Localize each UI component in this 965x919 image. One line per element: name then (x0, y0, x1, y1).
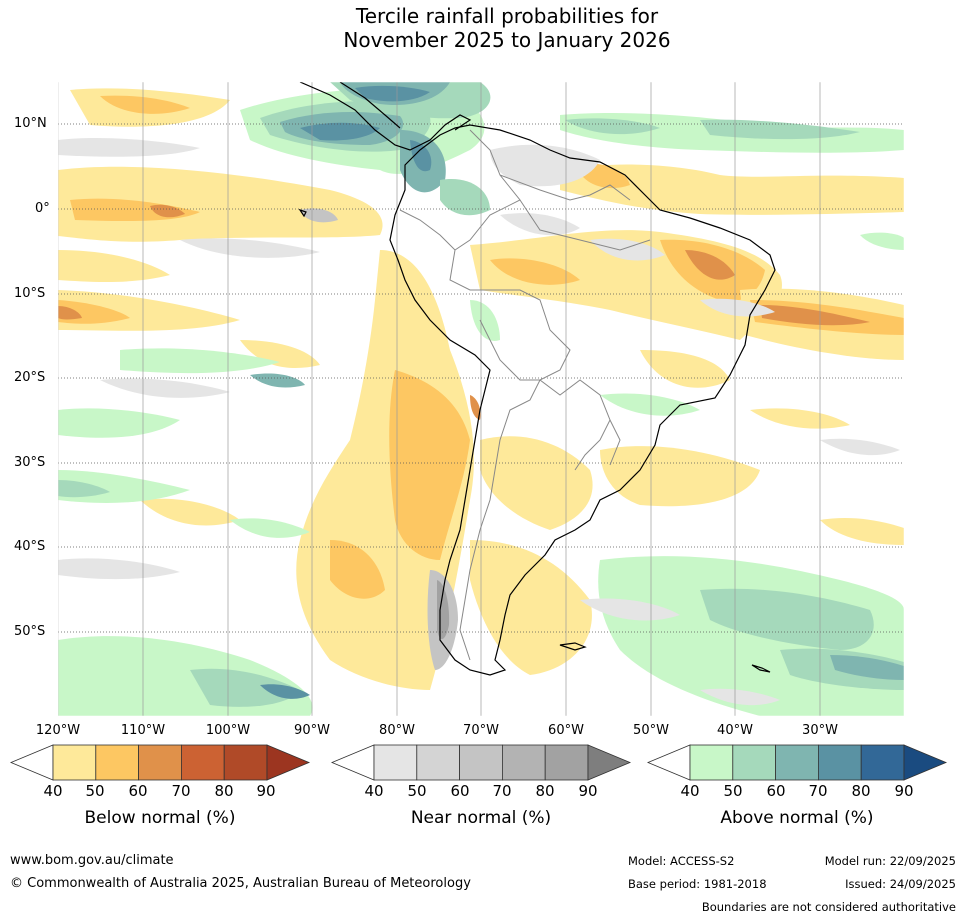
lat-label-50s: 50°S (14, 624, 46, 639)
legend-above-tick: 50 (723, 782, 743, 800)
legend-above-segment-2 (732, 744, 776, 781)
footer-base-period: Base period: 1981-2018 (628, 877, 767, 891)
legend-near-tick: 50 (407, 782, 427, 800)
footer-website: www.bom.gov.au/climate (10, 853, 174, 868)
meridians (58, 82, 821, 716)
legend-near-tick: 60 (450, 782, 470, 800)
legend-below-segment-5 (223, 744, 268, 781)
legend-near-segment-4 (501, 744, 546, 781)
footer-copyright: © Commonwealth of Australia 2025, Austra… (10, 876, 471, 891)
lon-label-110w: 110°W (120, 723, 166, 738)
legend-near-tick: 70 (492, 782, 512, 800)
lon-label-60w: 60°W (548, 723, 584, 738)
legend-near-segment-gt90 (587, 744, 632, 781)
legend-above-segment-1 (689, 744, 734, 781)
legend-below-segment-4 (180, 744, 225, 781)
legend-near-title: Near normal (%) (410, 808, 552, 828)
country-borders (399, 129, 651, 661)
legend-above-segment-4 (818, 744, 862, 781)
lon-label-30w: 30°W (802, 723, 838, 738)
lon-label-90w: 90°W (294, 723, 330, 738)
south-america-coastline (389, 124, 776, 676)
legend-bar-below (9, 744, 311, 781)
lat-label-20s: 20°S (14, 370, 46, 385)
near-normal-areas (58, 137, 900, 706)
below-normal-areas (58, 88, 904, 690)
legend-above-segment-lt40 (646, 744, 691, 781)
lat-label-40s: 40°S (14, 539, 46, 554)
legend-near-tick: 90 (578, 782, 598, 800)
legend-below-tick: 40 (43, 782, 63, 800)
legend-above-segment-gt90 (903, 744, 948, 781)
legend-above-tick: 90 (894, 782, 914, 800)
legend-below-segment-lt40 (9, 744, 54, 781)
legend-below-tick: 90 (256, 782, 276, 800)
above-normal-areas (58, 82, 904, 716)
map-frame (58, 82, 904, 716)
lat-label-10s: 10°S (14, 286, 46, 301)
legend-below-title: Below normal (%) (84, 808, 236, 828)
footer-issued: Issued: 24/09/2025 (845, 877, 956, 891)
lon-label-80w: 80°W (379, 723, 415, 738)
legend-above-title: Above normal (%) (720, 808, 874, 828)
lat-label-10n: 10°N (14, 116, 47, 131)
legend-above-segment-3 (775, 744, 819, 781)
legend-near-tick: 40 (364, 782, 384, 800)
legend-below-segment-2 (95, 744, 140, 781)
lon-label-100w: 100°W (205, 723, 251, 738)
title-line-1: Tercile rainfall probabilities for (355, 4, 659, 28)
legend-below-tick: 50 (85, 782, 105, 800)
legend-near-segment-5 (544, 744, 589, 781)
footer-model: Model: ACCESS-S2 (628, 854, 735, 868)
legend-below-segment-3 (138, 744, 182, 781)
legend-above-tick: 70 (808, 782, 828, 800)
lon-label-50w: 50°W (633, 723, 669, 738)
legend-bar-near (330, 744, 632, 781)
lon-label-40w: 40°W (717, 723, 753, 738)
central-america-coastline (299, 82, 472, 151)
legend-below-tick: 60 (128, 782, 148, 800)
legend-above-tick: 80 (851, 782, 871, 800)
legend-below-segment-gt90 (266, 744, 311, 781)
legend-above-tick: 40 (680, 782, 700, 800)
islands (298, 208, 771, 673)
chart-title: Tercile rainfall probabilities for Novem… (0, 4, 965, 52)
lat-label-30s: 30°S (14, 455, 46, 470)
footer-disclaimer: Boundaries are not considered authoritat… (701, 900, 956, 914)
legend-above-segment-5 (860, 744, 905, 781)
footer-model-run: Model run: 22/09/2025 (824, 854, 956, 868)
legend-bar-above (646, 744, 948, 781)
legend-near-segment-3 (459, 744, 503, 781)
legend-above-tick: 60 (766, 782, 786, 800)
legend-near-segment-lt40 (330, 744, 375, 781)
legend-near-segment-1 (373, 744, 418, 781)
legend-near-segment-2 (416, 744, 460, 781)
lon-label-70w: 70°W (463, 723, 499, 738)
lat-label-0: 0° (35, 201, 50, 216)
legend-below-tick: 70 (171, 782, 191, 800)
title-line-2: November 2025 to January 2026 (343, 28, 671, 52)
legend-near-tick: 80 (535, 782, 555, 800)
legend-below-segment-1 (52, 744, 97, 781)
legend-below-tick: 80 (214, 782, 234, 800)
lon-label-120w: 120°W (35, 723, 81, 738)
